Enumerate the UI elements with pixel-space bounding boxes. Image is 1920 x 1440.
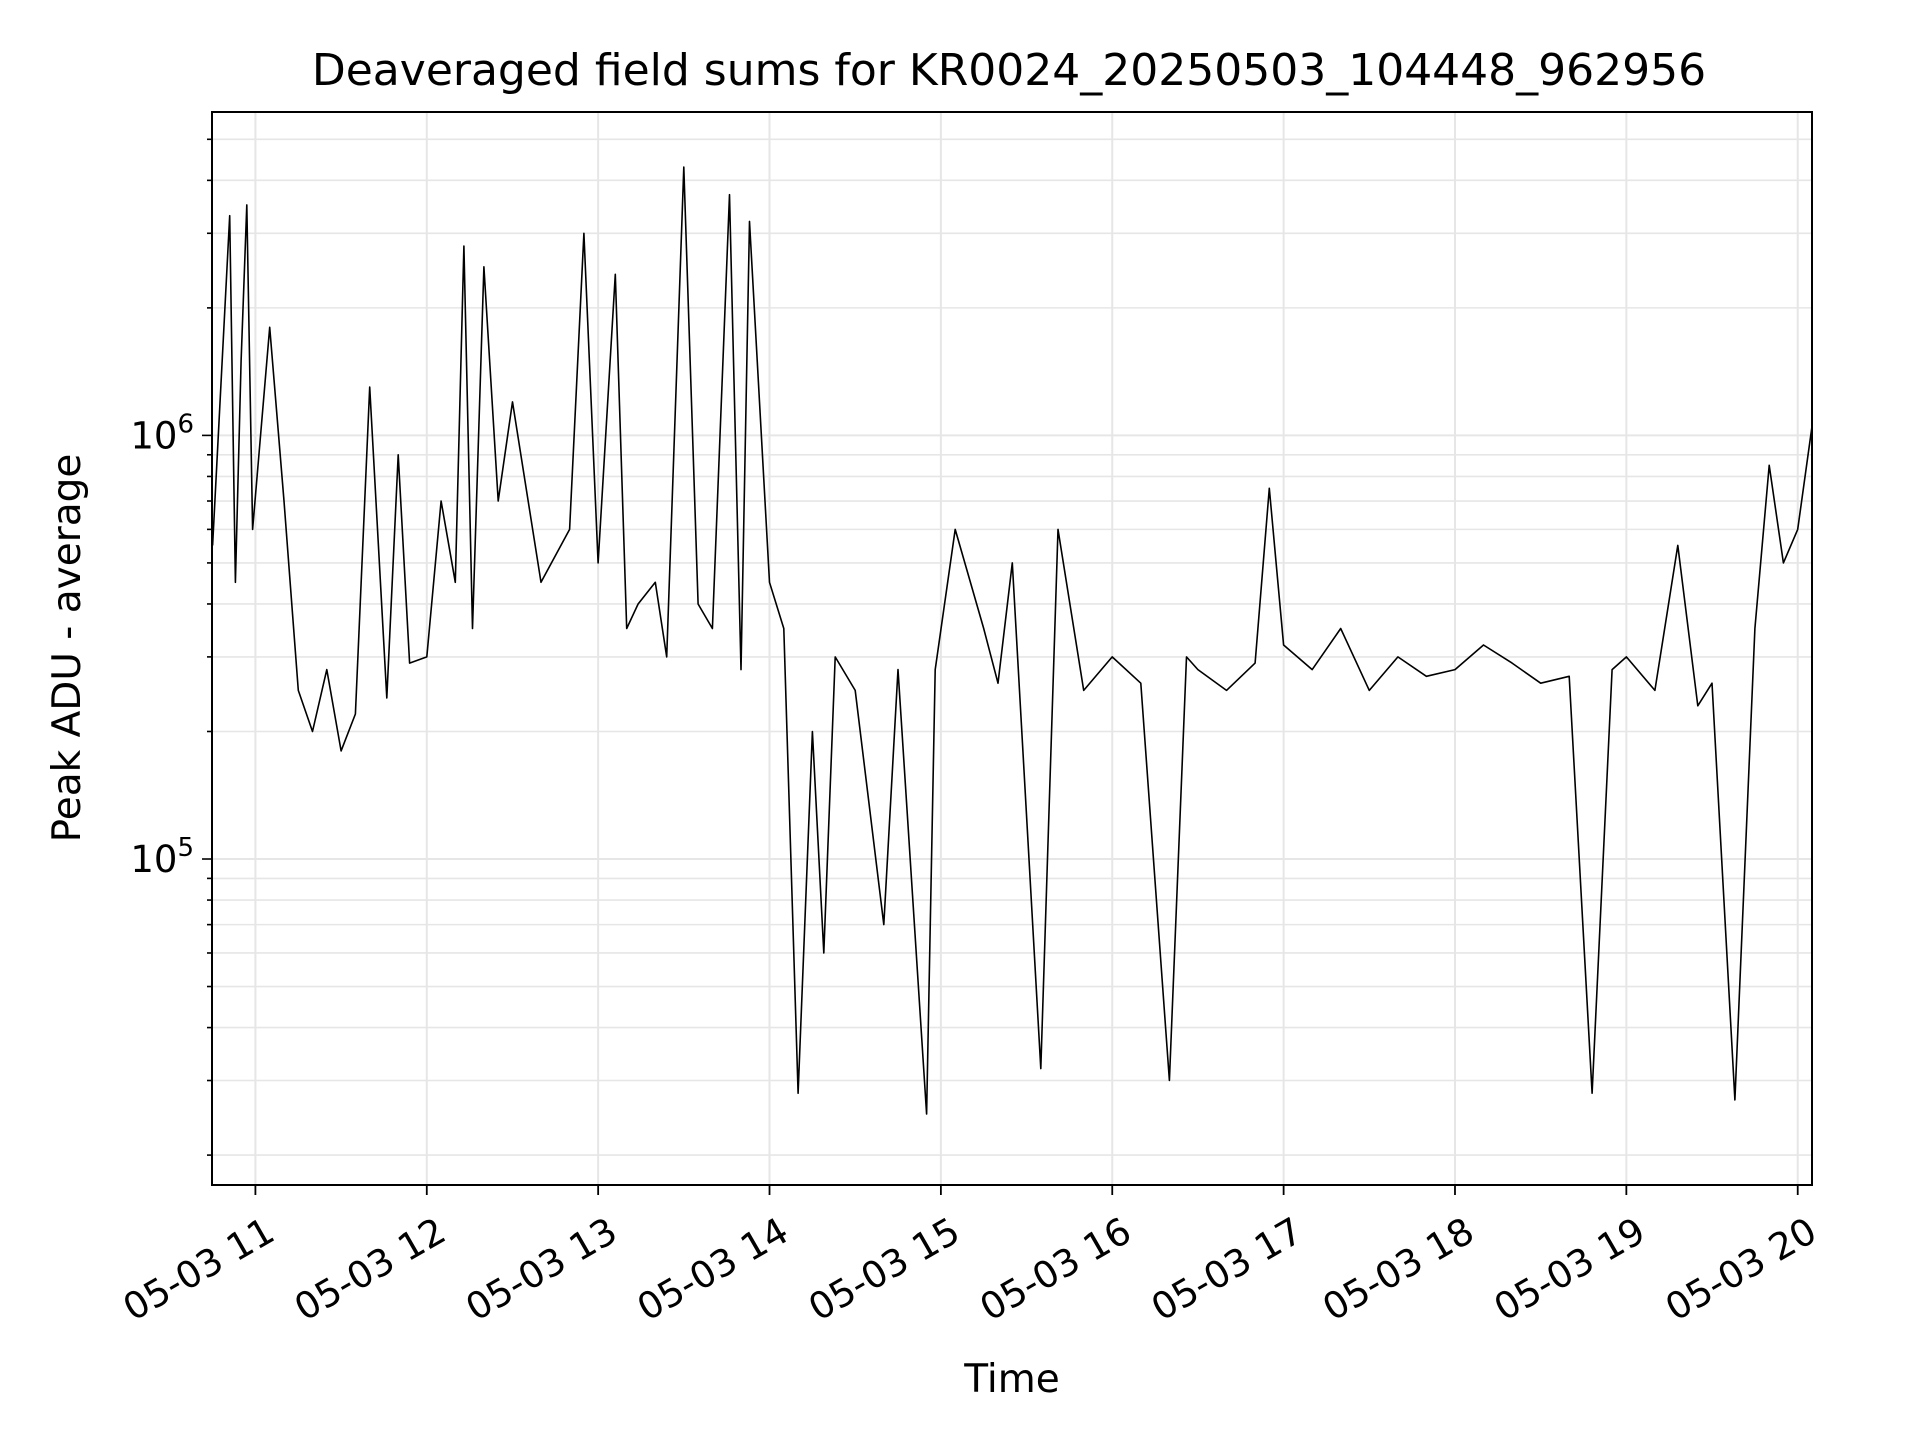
y-tick-exponent: 5 — [177, 833, 194, 863]
gridlines — [212, 112, 1812, 1185]
x-axis-label: Time — [963, 1357, 1059, 1402]
y-tick-exponent: 6 — [177, 409, 194, 439]
chart-title: Deaveraged field sums for KR0024_2025050… — [312, 45, 1706, 96]
series-layer — [211, 166, 1813, 1115]
plot-area — [212, 112, 1812, 1185]
y-axis-label: Peak ADU - average — [45, 454, 90, 843]
plot-frame — [211, 111, 1813, 1186]
series-line — [211, 166, 1813, 1115]
